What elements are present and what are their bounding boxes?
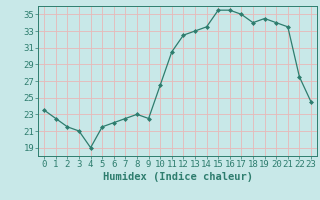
X-axis label: Humidex (Indice chaleur): Humidex (Indice chaleur) [103, 172, 252, 182]
